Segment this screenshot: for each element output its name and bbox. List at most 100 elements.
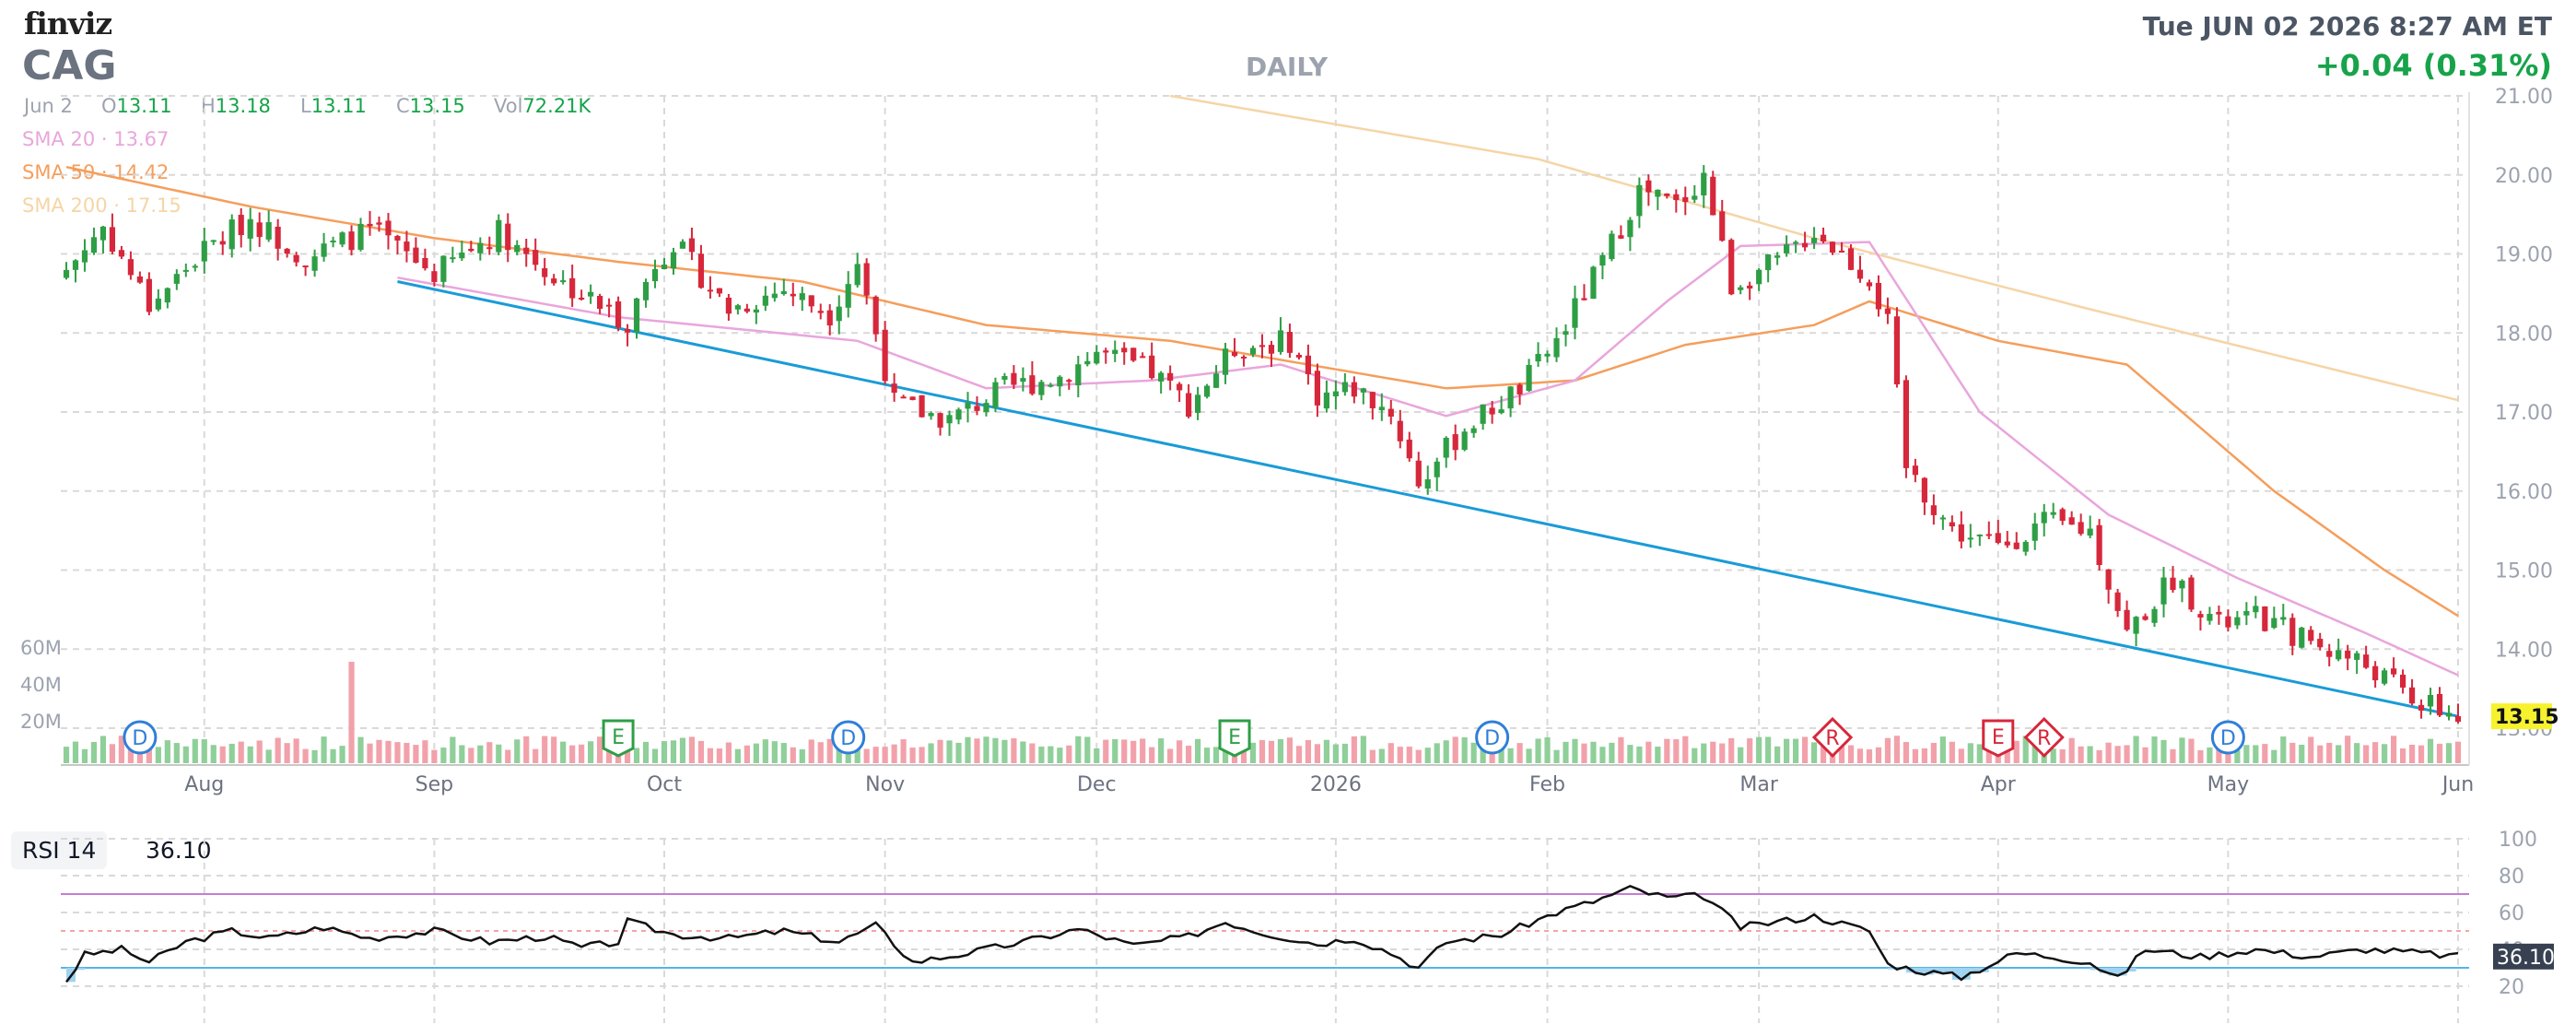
candle-body[interactable] (1203, 385, 1211, 397)
price-chart[interactable]: D E D E D R E R D 21.00 20.00 19.00 18.00 17.00 16.00… (0, 0, 2576, 811)
candle-body[interactable] (2427, 694, 2434, 707)
candle-body[interactable] (505, 223, 511, 251)
candle-body[interactable] (1231, 351, 1238, 357)
candle-body[interactable] (1820, 234, 1827, 242)
candle-body[interactable] (413, 247, 419, 263)
candle-body[interactable] (440, 255, 447, 282)
candle-body[interactable] (1314, 371, 1321, 406)
candle-body[interactable] (1249, 347, 1257, 355)
candle-body[interactable] (919, 394, 925, 418)
candle-body[interactable] (2436, 693, 2443, 716)
candle-body[interactable] (1480, 404, 1486, 424)
candle-body[interactable] (1774, 255, 1781, 258)
candle-body[interactable] (1434, 461, 1440, 477)
candle-body[interactable] (2243, 610, 2250, 616)
candle-body[interactable] (2068, 517, 2075, 525)
candle-body[interactable] (2326, 651, 2333, 657)
trendline[interactable] (397, 280, 2459, 718)
candle-body[interactable] (1884, 308, 1891, 314)
candle-body[interactable] (817, 311, 824, 313)
candle-body[interactable] (1277, 330, 1284, 352)
candle-body[interactable] (265, 222, 272, 240)
candle-body[interactable] (909, 396, 916, 401)
candle-body[interactable] (2032, 524, 2038, 541)
candle-body[interactable] (1664, 193, 1670, 196)
candle-body[interactable] (1801, 242, 1809, 248)
candle-body[interactable] (1443, 438, 1449, 458)
candle-body[interactable] (1112, 349, 1118, 354)
sma200-legend[interactable]: SMA 200 · 17.15 (22, 194, 181, 217)
candle-body[interactable] (1544, 353, 1551, 357)
candle-body[interactable] (2354, 653, 2360, 660)
candle-body[interactable] (799, 293, 805, 300)
candle-body[interactable] (744, 308, 750, 312)
candle-body[interactable] (1958, 524, 1964, 542)
candle-body[interactable] (688, 238, 696, 253)
candle-body[interactable] (1360, 388, 1366, 393)
candle-body[interactable] (2454, 715, 2462, 723)
candle-body[interactable] (1286, 332, 1294, 353)
candle-body[interactable] (2170, 577, 2176, 591)
candle-body[interactable] (1829, 241, 1836, 253)
candle-body[interactable] (633, 298, 640, 333)
candle-body[interactable] (1939, 517, 1946, 520)
candle-body[interactable] (431, 271, 438, 283)
candle-body[interactable] (2004, 541, 2010, 546)
candle-body[interactable] (2418, 704, 2425, 711)
candle-body[interactable] (579, 297, 585, 300)
candle-body[interactable] (72, 260, 79, 270)
earnings-marker[interactable] (602, 719, 635, 758)
candle-body[interactable] (1507, 386, 1514, 409)
candle-body[interactable] (937, 413, 943, 428)
candle-body[interactable] (1121, 347, 1128, 353)
candle-body[interactable] (1195, 394, 1201, 413)
candle-body[interactable] (164, 288, 170, 303)
candle-body[interactable] (624, 328, 631, 333)
candle-body[interactable] (523, 247, 530, 254)
candle-body[interactable] (1305, 355, 1312, 374)
candle-body[interactable] (1158, 372, 1165, 382)
candle-body[interactable] (2445, 712, 2453, 717)
candle-body[interactable] (734, 305, 741, 310)
candle-body[interactable] (679, 241, 686, 249)
candle-body[interactable] (118, 250, 125, 257)
candle-body[interactable] (533, 250, 539, 265)
candle-body[interactable] (1719, 211, 1726, 241)
candle-body[interactable] (697, 253, 705, 288)
candle-body[interactable] (863, 263, 870, 296)
candle-body[interactable] (771, 293, 778, 299)
candle-body[interactable] (1011, 372, 1017, 385)
candle-body[interactable] (228, 219, 235, 250)
candle-body[interactable] (2013, 542, 2020, 549)
rating-marker[interactable] (1811, 716, 1854, 759)
candle-body[interactable] (854, 264, 861, 286)
candle-body[interactable] (90, 237, 98, 253)
candle-body[interactable] (339, 232, 345, 245)
earnings-marker[interactable] (1218, 719, 1251, 758)
candle-body[interactable] (146, 278, 152, 312)
candle-body[interactable] (2280, 617, 2287, 620)
candle-body[interactable] (1930, 505, 1937, 515)
candle-body[interactable] (192, 265, 198, 268)
candle-body[interactable] (2050, 512, 2056, 515)
candle-body[interactable] (928, 413, 934, 417)
candle-body[interactable] (1415, 460, 1422, 487)
candle-body[interactable] (1084, 360, 1091, 365)
candle-body[interactable] (173, 274, 180, 284)
candle-body[interactable] (1765, 254, 1772, 271)
candle-body[interactable] (1784, 244, 1790, 253)
candle-body[interactable] (2041, 512, 2047, 524)
candle-body[interactable] (1976, 534, 1983, 536)
candle-body[interactable] (1038, 382, 1045, 395)
candle-body[interactable] (1351, 382, 1357, 397)
candle-body[interactable] (450, 257, 456, 260)
candle-body[interactable] (1921, 477, 1927, 503)
candle-body[interactable] (1838, 250, 1845, 253)
candle-body[interactable] (81, 250, 88, 263)
candle-body[interactable] (486, 247, 493, 250)
candle-body[interactable] (2336, 650, 2342, 660)
candle-body[interactable] (826, 310, 833, 326)
candle-body[interactable] (367, 223, 373, 227)
event-marker-R[interactable]: R (1811, 716, 1854, 759)
candle-body[interactable] (1424, 479, 1431, 489)
